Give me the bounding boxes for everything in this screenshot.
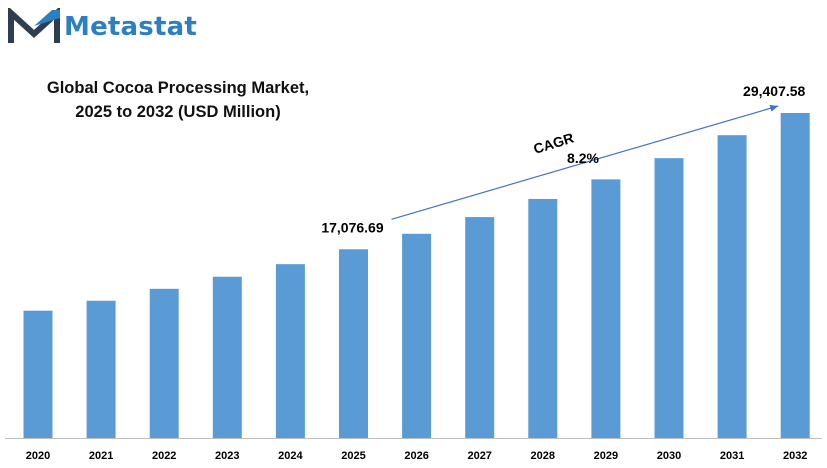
- bar-2031: [717, 135, 747, 438]
- chart-title-line-2: 2025 to 2032 (USD Million): [75, 103, 281, 121]
- bar-2023: [212, 276, 242, 438]
- bar-2024: [275, 264, 305, 438]
- cagr-value: 8.2%: [567, 150, 599, 166]
- data-label-2032: 29,407.58: [743, 83, 805, 99]
- cagr-arrow-head: [769, 104, 779, 112]
- x-tick-label-2031: 2031: [720, 450, 744, 462]
- x-tick-label-2022: 2022: [152, 450, 176, 462]
- bar-2032: [780, 113, 810, 438]
- cagr-arrow-line: [391, 105, 779, 220]
- x-tick-label-2032: 2032: [783, 450, 807, 462]
- bar-2030: [654, 158, 684, 438]
- metastat-m-logo-icon: [8, 8, 60, 43]
- x-tick-label-2024: 2024: [278, 450, 303, 462]
- x-tick-label-2025: 2025: [341, 450, 365, 462]
- bar-2025: [339, 249, 368, 438]
- chart-title-line-1: Global Cocoa Processing Market,: [46, 79, 310, 97]
- x-tick-label-2026: 2026: [404, 450, 428, 462]
- bar-2026: [402, 233, 432, 438]
- bar-2020: [23, 310, 53, 438]
- x-tick-label-2020: 2020: [26, 450, 50, 462]
- bar-2027: [465, 217, 495, 438]
- chart-title: Global Cocoa Processing Market, 2025 to …: [18, 76, 338, 124]
- bar-2021: [86, 300, 116, 438]
- brand-name: Metastat: [64, 12, 197, 42]
- brand-header: Metastat: [8, 8, 197, 46]
- x-tick-label-2030: 2030: [657, 450, 681, 462]
- x-tick-label-2023: 2023: [215, 450, 239, 462]
- bar-2022: [149, 288, 179, 438]
- x-tick-label-2021: 2021: [89, 450, 113, 462]
- bar-2029: [591, 179, 621, 439]
- x-tick-label-2029: 2029: [594, 450, 618, 462]
- x-tick-label-2027: 2027: [467, 450, 491, 462]
- bar-2028: [528, 198, 558, 438]
- data-label-2025: 17,076.69: [321, 219, 383, 235]
- x-tick-label-2028: 2028: [531, 450, 555, 462]
